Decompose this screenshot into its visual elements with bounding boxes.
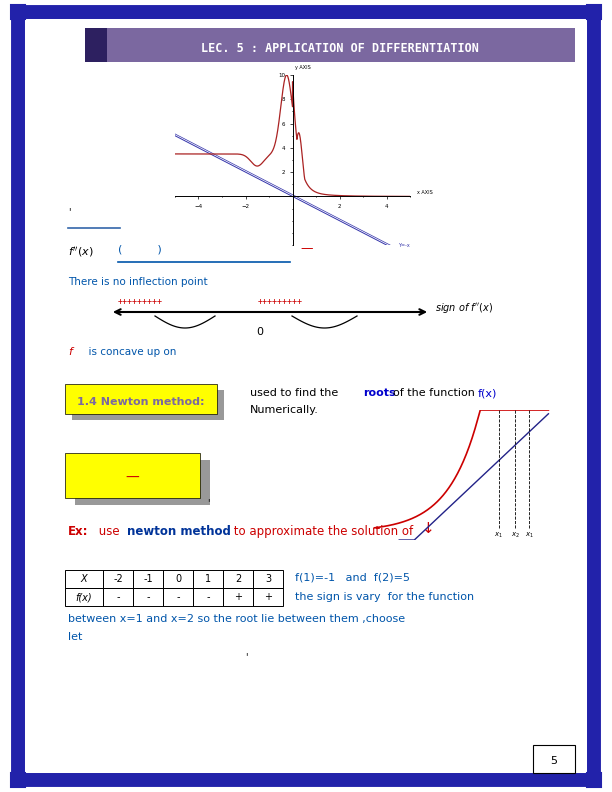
Bar	[11, 5, 25, 19]
Text: There is no inflection point: There is no inflection point	[68, 277, 207, 287]
Text: ': '	[245, 652, 247, 662]
Text: 1: 1	[205, 574, 211, 584]
Text: -: -	[146, 592, 150, 602]
Bar	[65, 588, 103, 606]
Text: the sign is vary  for the function: the sign is vary for the function	[295, 592, 474, 602]
Bar	[253, 570, 283, 588]
Text: Numerically.: Numerically.	[250, 405, 319, 415]
Text: LEC. 5 : APPLICATION OF DIFFERENTIATION: LEC. 5 : APPLICATION OF DIFFERENTIATION	[201, 41, 479, 55]
Text: let: let	[68, 632, 83, 642]
Bar	[133, 588, 163, 606]
Bar	[85, 28, 575, 62]
Text: +++++++++: +++++++++	[118, 297, 163, 306]
Text: $f$: $f$	[68, 345, 75, 357]
Text: $f''(x)$: $f''(x)$	[68, 245, 94, 259]
Bar	[72, 390, 224, 420]
Text: +: +	[264, 592, 272, 602]
Text: to approximate the solution of: to approximate the solution of	[230, 525, 413, 538]
Text: between x=1 and x=2 so the root lie between them ,choose: between x=1 and x=2 so the root lie betw…	[68, 614, 405, 624]
Text: 3: 3	[265, 574, 271, 584]
Text: sign of $f''(x)$: sign of $f''(x)$	[435, 301, 493, 315]
Text: -: -	[206, 592, 210, 602]
Bar	[223, 570, 253, 588]
Text: 5: 5	[551, 756, 558, 766]
Text: 0: 0	[256, 327, 264, 337]
Text: 1.4 Newton method:: 1.4 Newton method:	[77, 397, 205, 407]
Bar	[193, 588, 223, 606]
Bar	[11, 773, 25, 787]
Text: $x_1$: $x_1$	[524, 531, 534, 539]
Text: $x_1$: $x_1$	[494, 531, 503, 539]
Bar	[133, 570, 163, 588]
Bar	[65, 453, 200, 498]
Text: Ex:: Ex:	[68, 525, 89, 538]
Bar	[587, 5, 601, 19]
Text: +++++++++: +++++++++	[258, 297, 303, 306]
Text: $x_2$: $x_2$	[511, 531, 520, 539]
Text: ': '	[68, 207, 70, 217]
Text: (          ): ( )	[118, 245, 162, 255]
Text: -1: -1	[143, 574, 153, 584]
Text: x AXIS: x AXIS	[417, 190, 433, 196]
Text: ': '	[207, 498, 209, 508]
Bar	[253, 588, 283, 606]
Text: newton method: newton method	[127, 525, 231, 538]
Text: roots: roots	[363, 388, 395, 398]
Text: 2: 2	[235, 574, 241, 584]
Bar	[85, 28, 107, 62]
Text: +: +	[234, 592, 242, 602]
Bar	[75, 460, 210, 505]
Bar	[587, 773, 601, 787]
Text: X: X	[81, 574, 88, 584]
Text: Y=-x: Y=-x	[398, 243, 410, 249]
Text: ↓: ↓	[422, 521, 435, 536]
Text: f(x): f(x)	[478, 388, 498, 398]
Bar	[65, 570, 103, 588]
Text: used to find the: used to find the	[250, 388, 341, 398]
Text: -: -	[116, 592, 120, 602]
Text: f(1)=-1   and  f(2)=5: f(1)=-1 and f(2)=5	[295, 572, 410, 582]
Text: 0: 0	[175, 574, 181, 584]
Bar	[163, 588, 193, 606]
Bar	[223, 588, 253, 606]
Text: use: use	[95, 525, 124, 538]
Bar	[103, 570, 133, 588]
Text: -2: -2	[113, 574, 123, 584]
Bar	[163, 570, 193, 588]
Bar	[193, 570, 223, 588]
Bar	[103, 588, 133, 606]
Text: —: —	[300, 242, 313, 255]
Text: —: —	[125, 471, 139, 485]
Text: -: -	[176, 592, 180, 602]
Text: of the function: of the function	[393, 388, 479, 398]
Text: y AXIS: y AXIS	[295, 65, 311, 70]
Bar	[65, 384, 217, 414]
Text: is concave up on: is concave up on	[82, 347, 176, 357]
Text: f(x): f(x)	[76, 592, 92, 602]
Bar	[533, 745, 575, 773]
